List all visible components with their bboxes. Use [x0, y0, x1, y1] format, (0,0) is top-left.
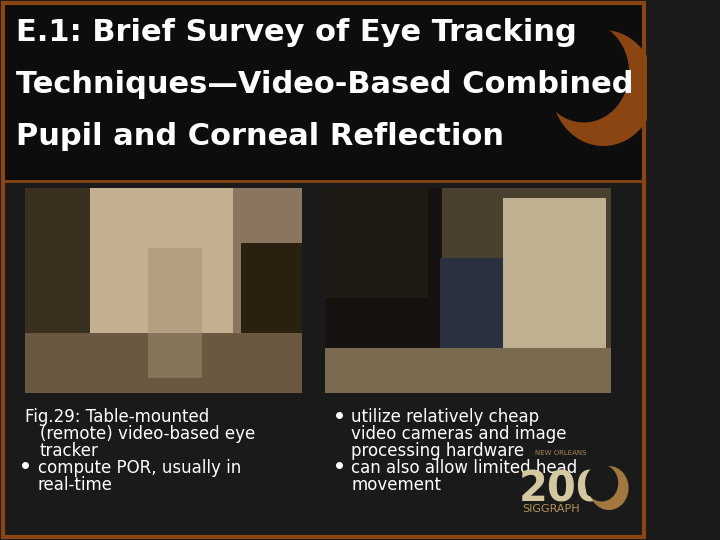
Bar — [240, 243, 302, 393]
Text: (remote) video-based eye: (remote) video-based eye — [40, 425, 255, 443]
Bar — [304, 188, 323, 393]
Circle shape — [539, 22, 629, 123]
Text: SIGGRAPH: SIGGRAPH — [523, 504, 580, 514]
Text: Fig.29: Table-mounted: Fig.29: Table-mounted — [25, 408, 210, 426]
Bar — [440, 258, 521, 393]
Bar — [325, 188, 442, 393]
Text: real-time: real-time — [37, 476, 113, 494]
Text: compute POR, usually in: compute POR, usually in — [37, 459, 241, 477]
Text: movement: movement — [351, 476, 441, 494]
Text: Pupil and Corneal Reflection: Pupil and Corneal Reflection — [16, 122, 504, 151]
Text: E.1: Brief Survey of Eye Tracking: E.1: Brief Survey of Eye Tracking — [16, 18, 577, 47]
Bar — [3, 181, 644, 537]
Bar — [325, 188, 428, 298]
Text: 200: 200 — [519, 468, 606, 510]
Bar — [3, 3, 644, 181]
Bar — [325, 348, 611, 393]
Text: utilize relatively cheap: utilize relatively cheap — [351, 408, 539, 426]
Circle shape — [589, 466, 629, 510]
Text: processing hardware: processing hardware — [351, 442, 524, 460]
Bar — [325, 188, 611, 393]
Bar — [90, 188, 233, 343]
Circle shape — [552, 30, 655, 146]
Bar — [25, 188, 302, 393]
Text: can also allow limited head: can also allow limited head — [351, 459, 577, 477]
Bar — [503, 198, 606, 393]
Bar — [25, 333, 302, 393]
Circle shape — [585, 464, 618, 502]
Bar — [148, 248, 202, 378]
Text: video cameras and image: video cameras and image — [351, 425, 567, 443]
Text: Techniques—Video-Based Combined: Techniques—Video-Based Combined — [16, 70, 634, 99]
Text: tracker: tracker — [40, 442, 99, 460]
Bar — [25, 188, 92, 393]
Text: NEW ORLEANS: NEW ORLEANS — [535, 450, 587, 456]
